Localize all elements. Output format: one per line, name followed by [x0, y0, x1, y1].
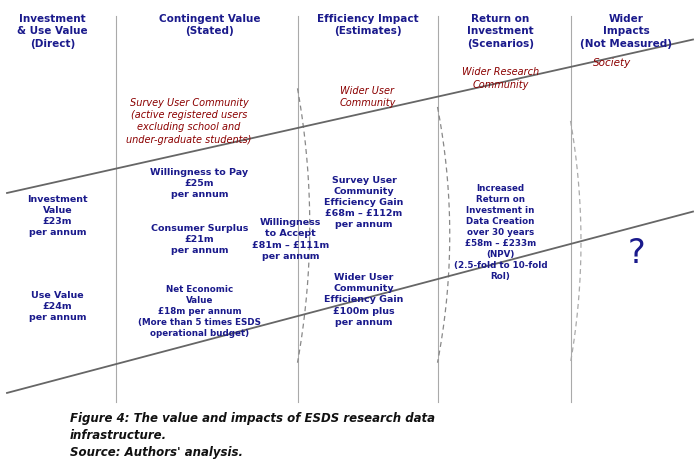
Text: Wider
Impacts
(Not Measured): Wider Impacts (Not Measured) [580, 14, 673, 49]
Text: Consumer Surplus
£21m
per annum: Consumer Surplus £21m per annum [150, 224, 248, 255]
Text: Net Economic
Value
£18m per annum
(More than 5 times ESDS
operational budget): Net Economic Value £18m per annum (More … [138, 285, 261, 338]
Text: Society: Society [594, 58, 631, 68]
Text: Investment
& Use Value
(Direct): Investment & Use Value (Direct) [18, 14, 88, 49]
Text: Increased
Return on
Investment in
Data Creation
over 30 years
£58m – £233m
(NPV): Increased Return on Investment in Data C… [454, 184, 547, 281]
Text: Investment
Value
£23m
per annum: Investment Value £23m per annum [27, 195, 88, 237]
Text: Willingness
to Accept
£81m – £111m
per annum: Willingness to Accept £81m – £111m per a… [252, 219, 329, 260]
Text: Use Value
£24m
per annum: Use Value £24m per annum [29, 291, 86, 323]
Text: Contingent Value
(Stated): Contingent Value (Stated) [160, 14, 260, 36]
Text: Survey User Community
(active registered users
excluding school and
under-gradua: Survey User Community (active registered… [126, 98, 252, 145]
Text: Efficiency Impact
(Estimates): Efficiency Impact (Estimates) [316, 14, 419, 36]
Text: Wider Research
Community: Wider Research Community [462, 67, 539, 90]
Text: ?: ? [628, 237, 646, 270]
Text: Return on
Investment
(Scenarios): Return on Investment (Scenarios) [467, 14, 534, 49]
Text: Wider User
Community
Efficiency Gain
£100m plus
per annum: Wider User Community Efficiency Gain £10… [324, 273, 404, 326]
Text: Survey User
Community
Efficiency Gain
£68m – £112m
per annum: Survey User Community Efficiency Gain £6… [324, 176, 404, 229]
Text: Figure 4: The value and impacts of ESDS research data
infrastructure.
Source: Au: Figure 4: The value and impacts of ESDS … [70, 412, 435, 458]
Text: Willingness to Pay
£25m
per annum: Willingness to Pay £25m per annum [150, 168, 248, 199]
Text: Wider User
Community: Wider User Community [340, 86, 396, 108]
